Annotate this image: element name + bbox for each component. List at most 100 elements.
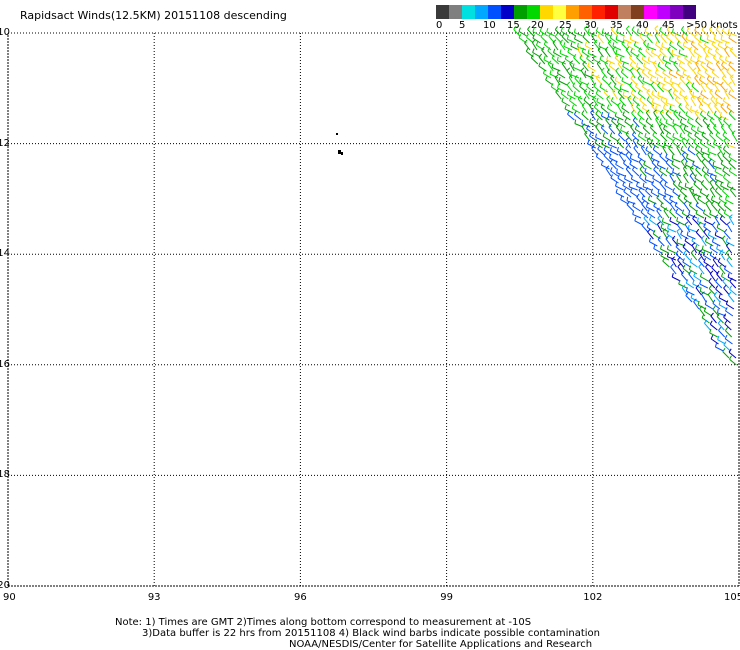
wind-barb-flag — [694, 109, 699, 114]
wind-barb-flag — [677, 256, 681, 261]
wind-barb-flag — [701, 166, 705, 171]
wind-barb — [572, 85, 581, 93]
colorbar-label: 10 — [483, 20, 496, 31]
wind-barb-flag — [610, 74, 614, 79]
wind-barb-flag — [669, 195, 672, 200]
wind-barb-flag — [634, 125, 638, 130]
wind-barb-flag — [682, 243, 686, 248]
wind-barb-flag — [709, 131, 713, 135]
wind-barb — [725, 252, 733, 261]
wind-barb-flag — [731, 130, 736, 134]
wind-barb — [657, 239, 665, 247]
wind-barb — [659, 170, 668, 177]
wind-barb-flag — [660, 223, 663, 228]
wind-barb — [692, 218, 700, 226]
wind-barb-flag — [693, 47, 697, 52]
wind-barb-flag — [685, 287, 688, 292]
wind-barb — [703, 231, 710, 240]
wind-barb — [728, 84, 735, 93]
wind-barb — [563, 45, 573, 51]
wind-barb-flag — [722, 131, 726, 136]
wind-barb-flag — [708, 277, 712, 282]
wind-barb — [636, 57, 644, 65]
colorbar-label: 20 — [531, 20, 544, 31]
wind-barb-flag — [693, 193, 697, 197]
wind-barb-flag — [599, 55, 602, 60]
wind-barb-flag — [561, 60, 566, 65]
wind-barb-flag — [653, 166, 657, 170]
wind-barb — [639, 177, 647, 184]
wind-barb-flag — [619, 95, 623, 100]
wind-barb-flag — [683, 194, 687, 199]
wind-barb-flag — [645, 187, 649, 192]
wind-barb — [723, 287, 730, 296]
wind-barb-flag — [625, 130, 629, 135]
wind-barb-flag — [687, 145, 691, 151]
wind-barb-flag — [685, 160, 688, 165]
wind-barb-flag — [644, 27, 647, 32]
wind-barb — [728, 294, 735, 303]
wind-barb-flag — [717, 319, 722, 324]
wind-barb — [692, 163, 701, 170]
wind-barb — [729, 50, 737, 58]
wind-barb — [650, 79, 659, 86]
wind-barb — [662, 72, 671, 79]
wind-barb-flag — [702, 116, 706, 121]
wind-barb-flag — [714, 231, 717, 236]
wind-barb-flag — [609, 158, 614, 163]
wind-barb-flag — [688, 265, 692, 270]
wind-barb-flag — [728, 159, 732, 164]
wind-barb-flag — [699, 139, 703, 144]
wind-barb-flag — [688, 46, 693, 50]
wind-barb-flag — [665, 98, 668, 103]
wind-barb — [660, 248, 669, 254]
wind-barb — [665, 113, 673, 121]
wind-barb-flag — [707, 48, 711, 53]
wind-barb-flag — [716, 223, 719, 228]
wind-barb-flag — [726, 221, 731, 225]
lat-lon-grid — [7, 32, 740, 587]
wind-barb — [698, 252, 705, 261]
wind-barb-flag — [685, 81, 690, 86]
wind-barb-flag — [724, 88, 729, 92]
wind-barb-flag — [714, 167, 717, 172]
wind-barb — [629, 186, 638, 191]
wind-barb — [631, 29, 640, 37]
wind-barb-flag — [706, 75, 710, 80]
wind-barb — [694, 112, 701, 121]
wind-barb-flag — [649, 124, 654, 128]
wind-barb — [701, 294, 707, 303]
wind-barb-flag — [625, 145, 629, 150]
wind-barb — [709, 323, 718, 331]
wind-barb-flag — [666, 33, 670, 38]
wind-barb-flag — [615, 49, 618, 54]
wind-barb — [694, 77, 701, 86]
wind-barb — [630, 38, 639, 44]
wind-barb — [657, 143, 666, 149]
wind-barb-flag — [632, 210, 635, 215]
wind-barb-flag — [664, 181, 667, 186]
wind-barb-flag — [630, 48, 633, 53]
colorbar-label: 25 — [559, 20, 572, 31]
wind-barb — [606, 59, 616, 65]
wind-barb — [574, 123, 584, 128]
wind-barb-flag — [708, 158, 712, 163]
wind-barb-flag — [659, 152, 663, 157]
wind-barb — [662, 260, 670, 268]
wind-barb — [586, 58, 595, 65]
wind-barb-flag — [584, 41, 587, 46]
wind-barb — [701, 161, 708, 170]
wind-barb — [709, 120, 717, 128]
wind-barb — [692, 283, 702, 289]
wind-barb — [687, 149, 696, 156]
wind-barb — [592, 58, 602, 65]
wind-barb-flag — [601, 139, 604, 145]
wind-barb-flag — [661, 217, 664, 222]
wind-barb — [641, 71, 650, 79]
wind-barb — [654, 28, 661, 37]
wind-barb-flag — [701, 152, 705, 157]
wind-barb-flag — [685, 35, 688, 40]
wind-barb-flag — [659, 26, 662, 31]
wind-barb-flag — [716, 25, 720, 30]
wind-barb-flag — [725, 237, 728, 243]
